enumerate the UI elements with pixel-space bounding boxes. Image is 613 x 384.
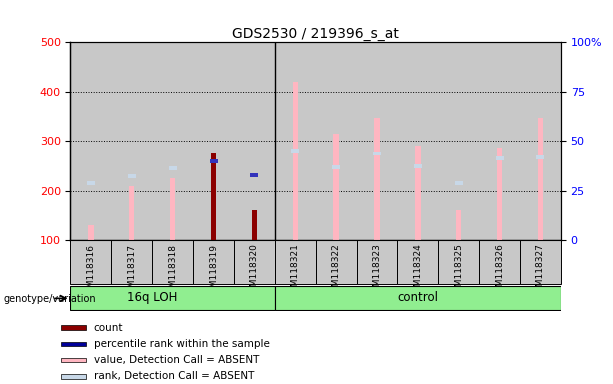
Bar: [538, 118, 543, 240]
Bar: [252, 210, 257, 240]
Text: GSM118319: GSM118319: [209, 243, 218, 298]
Bar: [152, 42, 193, 240]
Bar: [414, 164, 422, 168]
Bar: [333, 134, 339, 240]
Bar: [112, 240, 152, 284]
Bar: [112, 42, 152, 240]
Bar: [495, 156, 503, 161]
Text: GSM118326: GSM118326: [495, 243, 504, 298]
Bar: [357, 42, 397, 240]
Text: GSM118323: GSM118323: [373, 243, 381, 298]
Bar: [129, 185, 134, 240]
Text: 16q LOH: 16q LOH: [127, 291, 177, 304]
Bar: [275, 42, 316, 240]
Bar: [70, 42, 112, 240]
Bar: [211, 154, 216, 240]
Text: GSM118327: GSM118327: [536, 243, 545, 298]
Bar: [234, 240, 275, 284]
Bar: [332, 165, 340, 169]
Bar: [61, 374, 85, 379]
Bar: [373, 152, 381, 156]
Text: GSM118316: GSM118316: [86, 243, 96, 298]
Bar: [316, 42, 357, 240]
Bar: [250, 173, 259, 177]
Bar: [520, 240, 561, 284]
Text: genotype/variation: genotype/variation: [3, 294, 96, 304]
Bar: [70, 286, 275, 310]
Bar: [234, 42, 275, 240]
Text: percentile rank within the sample: percentile rank within the sample: [94, 339, 270, 349]
Bar: [357, 240, 397, 284]
Text: GSM118320: GSM118320: [250, 243, 259, 298]
Text: GSM118321: GSM118321: [291, 243, 300, 298]
Text: count: count: [94, 323, 123, 333]
Bar: [275, 286, 561, 310]
Text: GSM118317: GSM118317: [128, 243, 136, 298]
Bar: [479, 240, 520, 284]
Text: control: control: [397, 291, 438, 304]
Bar: [438, 240, 479, 284]
Bar: [61, 325, 85, 330]
Bar: [152, 240, 193, 284]
Bar: [210, 159, 218, 163]
Bar: [70, 240, 112, 284]
Bar: [415, 146, 421, 240]
Bar: [61, 358, 85, 362]
Bar: [169, 166, 177, 170]
Title: GDS2530 / 219396_s_at: GDS2530 / 219396_s_at: [232, 27, 399, 41]
Bar: [438, 42, 479, 240]
Bar: [193, 42, 234, 240]
Bar: [170, 178, 175, 240]
Bar: [275, 240, 316, 284]
Bar: [536, 155, 544, 159]
Bar: [61, 341, 85, 346]
Bar: [479, 42, 520, 240]
Text: value, Detection Call = ABSENT: value, Detection Call = ABSENT: [94, 355, 259, 365]
Bar: [397, 42, 438, 240]
Bar: [87, 181, 95, 185]
Text: GSM118325: GSM118325: [454, 243, 463, 298]
Bar: [88, 225, 94, 240]
Bar: [456, 210, 462, 240]
Bar: [520, 42, 561, 240]
Bar: [292, 82, 298, 240]
Bar: [193, 240, 234, 284]
Text: GSM118322: GSM118322: [332, 243, 341, 298]
Bar: [291, 149, 299, 153]
Bar: [316, 240, 357, 284]
Bar: [455, 181, 463, 185]
Bar: [397, 240, 438, 284]
Bar: [375, 118, 379, 240]
Text: GSM118324: GSM118324: [413, 243, 422, 298]
Bar: [497, 147, 502, 240]
Text: rank, Detection Call = ABSENT: rank, Detection Call = ABSENT: [94, 371, 254, 381]
Bar: [128, 174, 135, 178]
Text: GSM118318: GSM118318: [168, 243, 177, 298]
